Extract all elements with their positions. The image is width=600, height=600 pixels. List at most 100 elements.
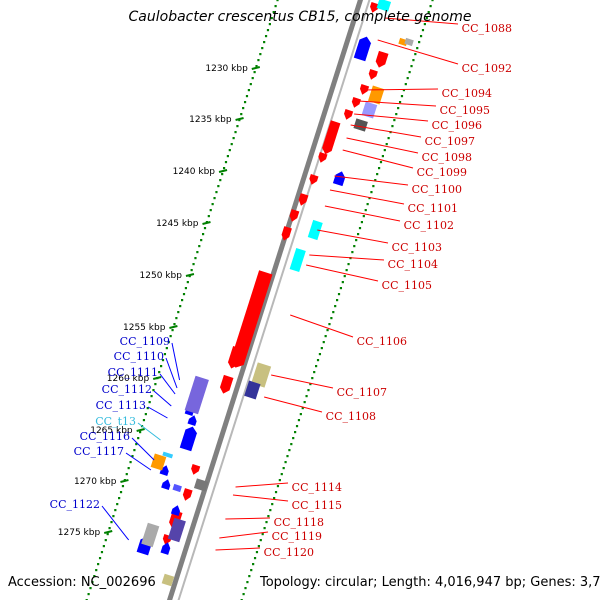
- tick-dot: [222, 167, 226, 170]
- tick-dot: [332, 311, 335, 314]
- tick-dot: [240, 113, 243, 116]
- gene-shape: [159, 465, 169, 476]
- tick-dot: [368, 197, 371, 200]
- tick-dot: [345, 269, 348, 272]
- tick-dot: [129, 461, 132, 464]
- forward-gene-arrow: [344, 109, 354, 120]
- tick-dot: [376, 173, 379, 176]
- kbp-tick-mark: [120, 479, 129, 483]
- kbp-tick-mark: [136, 428, 145, 432]
- feature-block: [161, 573, 175, 587]
- gene-label-cc-1111: CC_1111: [108, 366, 158, 379]
- tick-dot: [121, 485, 125, 488]
- tick-dot: [276, 485, 280, 488]
- tick-dot: [267, 515, 270, 518]
- gene-label-cc-1122: CC_1122: [50, 498, 100, 511]
- forward-gene-arrow: [182, 488, 193, 501]
- tick-dot: [316, 359, 320, 362]
- tick-dot: [91, 581, 94, 584]
- label-leader-line: [329, 189, 405, 205]
- tick-dot: [268, 23, 271, 26]
- gene-label-cc-1097: CC_1097: [425, 135, 475, 148]
- label-leader-line: [324, 205, 401, 222]
- forward-gene-arrow: [309, 174, 319, 185]
- gene-shape: [376, 0, 392, 12]
- tick-dot: [381, 155, 384, 158]
- gene-shape: [251, 362, 272, 388]
- tick-dot: [135, 443, 138, 446]
- tick-dot: [165, 347, 168, 350]
- tick-dot: [264, 35, 268, 38]
- gene-label-cc-1116: CC_1116: [80, 430, 130, 443]
- kbp-label: 1275 kbp: [58, 528, 101, 538]
- tick-dot: [248, 575, 251, 578]
- gene-shape: [182, 488, 193, 501]
- feature-block: [172, 483, 182, 493]
- kbp-label: 1240 kbp: [173, 167, 216, 177]
- forward-gene-arrow: [230, 270, 273, 368]
- reverse-gene-arrow: [179, 426, 197, 452]
- tick-dot: [236, 125, 239, 128]
- label-leader-line: [271, 374, 334, 389]
- gene-shape: [359, 84, 370, 95]
- tick-dot: [272, 11, 275, 14]
- tick-dot: [146, 407, 149, 410]
- tick-dot: [370, 191, 373, 194]
- label-leader-line: [215, 547, 261, 551]
- feature-block: [251, 362, 272, 388]
- tick-dot: [328, 323, 331, 326]
- gene-label-cc-1112: CC_1112: [102, 383, 152, 396]
- gene-label-cc-1117: CC_1117: [74, 445, 124, 458]
- reverse-gene-arrow: [353, 36, 371, 62]
- feature-block: [167, 517, 186, 543]
- gene-shape: [281, 226, 292, 241]
- tick-dot: [224, 161, 228, 164]
- tick-dot: [410, 65, 413, 68]
- tick-dot: [419, 35, 423, 38]
- label-leader-line: [101, 505, 130, 541]
- tick-dot: [253, 71, 256, 74]
- kbp-label: 1230 kbp: [205, 64, 248, 74]
- tick-dot: [152, 389, 155, 392]
- tick-dot: [169, 335, 172, 338]
- tick-dot: [358, 227, 362, 230]
- label-leader-line: [264, 396, 323, 413]
- tick-dot: [377, 167, 381, 170]
- gene-shape: [289, 248, 306, 272]
- gene-label-cc-1094: CC_1094: [442, 87, 492, 100]
- tick-dot: [160, 365, 163, 368]
- forward-gene-arrow: [191, 464, 201, 475]
- gene-shape: [167, 517, 186, 543]
- tick-dot: [163, 353, 167, 356]
- gene-shape: [344, 109, 354, 120]
- tick-dot: [175, 317, 178, 320]
- label-leader-line: [361, 88, 439, 91]
- gene-label-cc-1109: CC_1109: [120, 335, 170, 348]
- tick-dot: [324, 335, 327, 338]
- tick-dot: [181, 299, 184, 302]
- tick-dot: [341, 281, 344, 284]
- tick-dot: [421, 29, 425, 32]
- gene-shape: [160, 542, 171, 555]
- tick-dot: [379, 161, 383, 164]
- reverse-gene-arrow: [332, 171, 346, 187]
- tick-dot: [184, 287, 188, 290]
- gene-shape: [162, 451, 174, 459]
- tick-dot: [423, 23, 426, 26]
- label-leader-line: [137, 422, 161, 441]
- tick-dot: [257, 59, 260, 62]
- tick-dot: [406, 77, 409, 80]
- gene-label-cc-1096: CC_1096: [432, 119, 482, 132]
- tick-dot: [355, 239, 358, 242]
- tick-dot: [311, 377, 314, 380]
- label-leader-line: [165, 357, 178, 389]
- backbone-inner: [177, 0, 371, 600]
- gene-label-cc-1113: CC_1113: [96, 399, 146, 412]
- gene-shape: [191, 464, 201, 475]
- gene-shape: [184, 375, 209, 415]
- tick-dot: [276, 0, 279, 2]
- tick-dot: [179, 305, 182, 308]
- tick-dot: [307, 389, 310, 392]
- tick-dot: [282, 467, 285, 470]
- tick-dot: [336, 299, 339, 302]
